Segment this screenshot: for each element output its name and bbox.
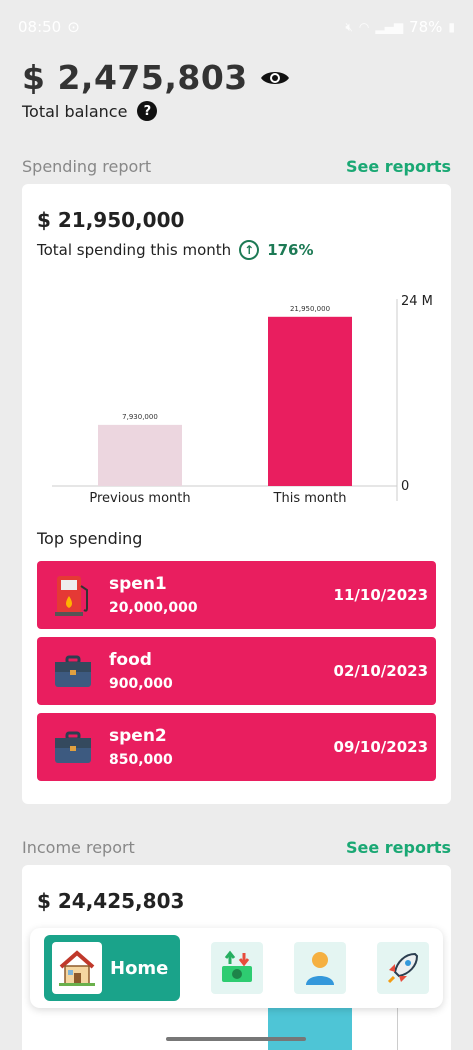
nav-rocket-button[interactable] <box>377 942 429 994</box>
chart-bar <box>98 424 182 486</box>
help-icon[interactable]: ? <box>137 101 158 121</box>
nav-transactions-button[interactable] <box>211 942 263 994</box>
briefcase-icon <box>53 648 93 694</box>
balance-label-row: Total balance ? <box>22 101 158 121</box>
briefcase-icon <box>53 724 93 770</box>
balance-row: $ 2,475,803 <box>22 58 290 97</box>
user-icon <box>306 952 334 985</box>
settings-icon: ⊙ <box>67 18 80 36</box>
income-amount: $ 24,425,803 <box>37 889 185 913</box>
bottom-nav: Home <box>30 928 443 1008</box>
nav-home-label: Home <box>110 957 169 979</box>
spending-percent: 176% <box>267 241 314 259</box>
balance-amount: $ 2,475,803 <box>22 58 248 97</box>
home-indicator[interactable] <box>166 1037 306 1041</box>
chart-category-label: This month <box>273 491 347 506</box>
spending-item[interactable]: spen1 20,000,000 11/10/2023 <box>37 561 436 629</box>
wifi-icon: ◠ <box>358 20 370 34</box>
nav-profile-button[interactable] <box>294 942 346 994</box>
chart-category-label: Previous month <box>89 491 190 506</box>
income-section-header: Income report See reports <box>22 838 451 857</box>
nav-home-button[interactable]: Home <box>44 935 180 1001</box>
eye-icon[interactable] <box>260 68 290 88</box>
spending-subtitle-row: Total spending this month ↑ 176% <box>37 240 314 260</box>
money-transfer-icon <box>222 950 252 982</box>
spending-item-amount: 20,000,000 <box>109 600 198 616</box>
spending-item-date: 02/10/2023 <box>333 662 428 680</box>
income-section-title: Income report <box>22 838 135 857</box>
battery-level: 78% <box>409 18 443 36</box>
spending-card: $ 21,950,000 Total spending this month ↑… <box>22 184 451 804</box>
chart-data-label: 7,930,000 <box>122 413 158 421</box>
top-spending-title: Top spending <box>37 529 143 548</box>
chart-y-tick-label: 24 M <box>401 294 433 309</box>
rocket-icon <box>387 952 419 984</box>
income-chart-y-axis <box>397 1005 398 1050</box>
status-time: 08:50 <box>18 18 62 36</box>
spending-amount: $ 21,950,000 <box>37 208 185 232</box>
home-icon <box>52 942 102 994</box>
chart-data-label: 21,950,000 <box>290 305 330 313</box>
spending-item-date: 09/10/2023 <box>333 738 428 756</box>
spending-item-name: spen1 <box>109 574 167 594</box>
spending-section-header: Spending report See reports <box>22 157 451 176</box>
income-see-reports-link[interactable]: See reports <box>345 838 451 857</box>
mute-icon: 🔇︎ <box>345 19 353 34</box>
signal-icon: ▂▄▆ <box>375 20 404 34</box>
spending-item[interactable]: spen2 850,000 09/10/2023 <box>37 713 436 781</box>
spending-item-amount: 850,000 <box>109 752 173 768</box>
battery-icon: ▮ <box>448 20 455 34</box>
income-chart-bar <box>268 1005 352 1050</box>
chart-bar <box>268 316 352 486</box>
spending-item-amount: 900,000 <box>109 676 173 692</box>
spending-bar-chart: 7,930,000 Previous month 21,950,000 This mo… <box>52 294 433 506</box>
spending-see-reports-link[interactable]: See reports <box>345 157 451 176</box>
balance-label: Total balance <box>22 101 128 121</box>
spending-section-title: Spending report <box>22 157 152 176</box>
spending-item-name: spen2 <box>109 726 167 746</box>
spending-item-date: 11/10/2023 <box>333 586 428 604</box>
fuel-icon <box>53 572 93 618</box>
spending-item-name: food <box>109 650 152 670</box>
spending-item[interactable]: food 900,000 02/10/2023 <box>37 637 436 705</box>
spending-subtitle: Total spending this month <box>37 241 232 259</box>
arrow-up-icon: ↑ <box>239 240 260 260</box>
chart-y-tick-label: 0 <box>401 479 409 494</box>
status-bar: 08:50 ⊙ 🔇︎ ◠ ▂▄▆ 78% ▮ <box>0 0 473 54</box>
